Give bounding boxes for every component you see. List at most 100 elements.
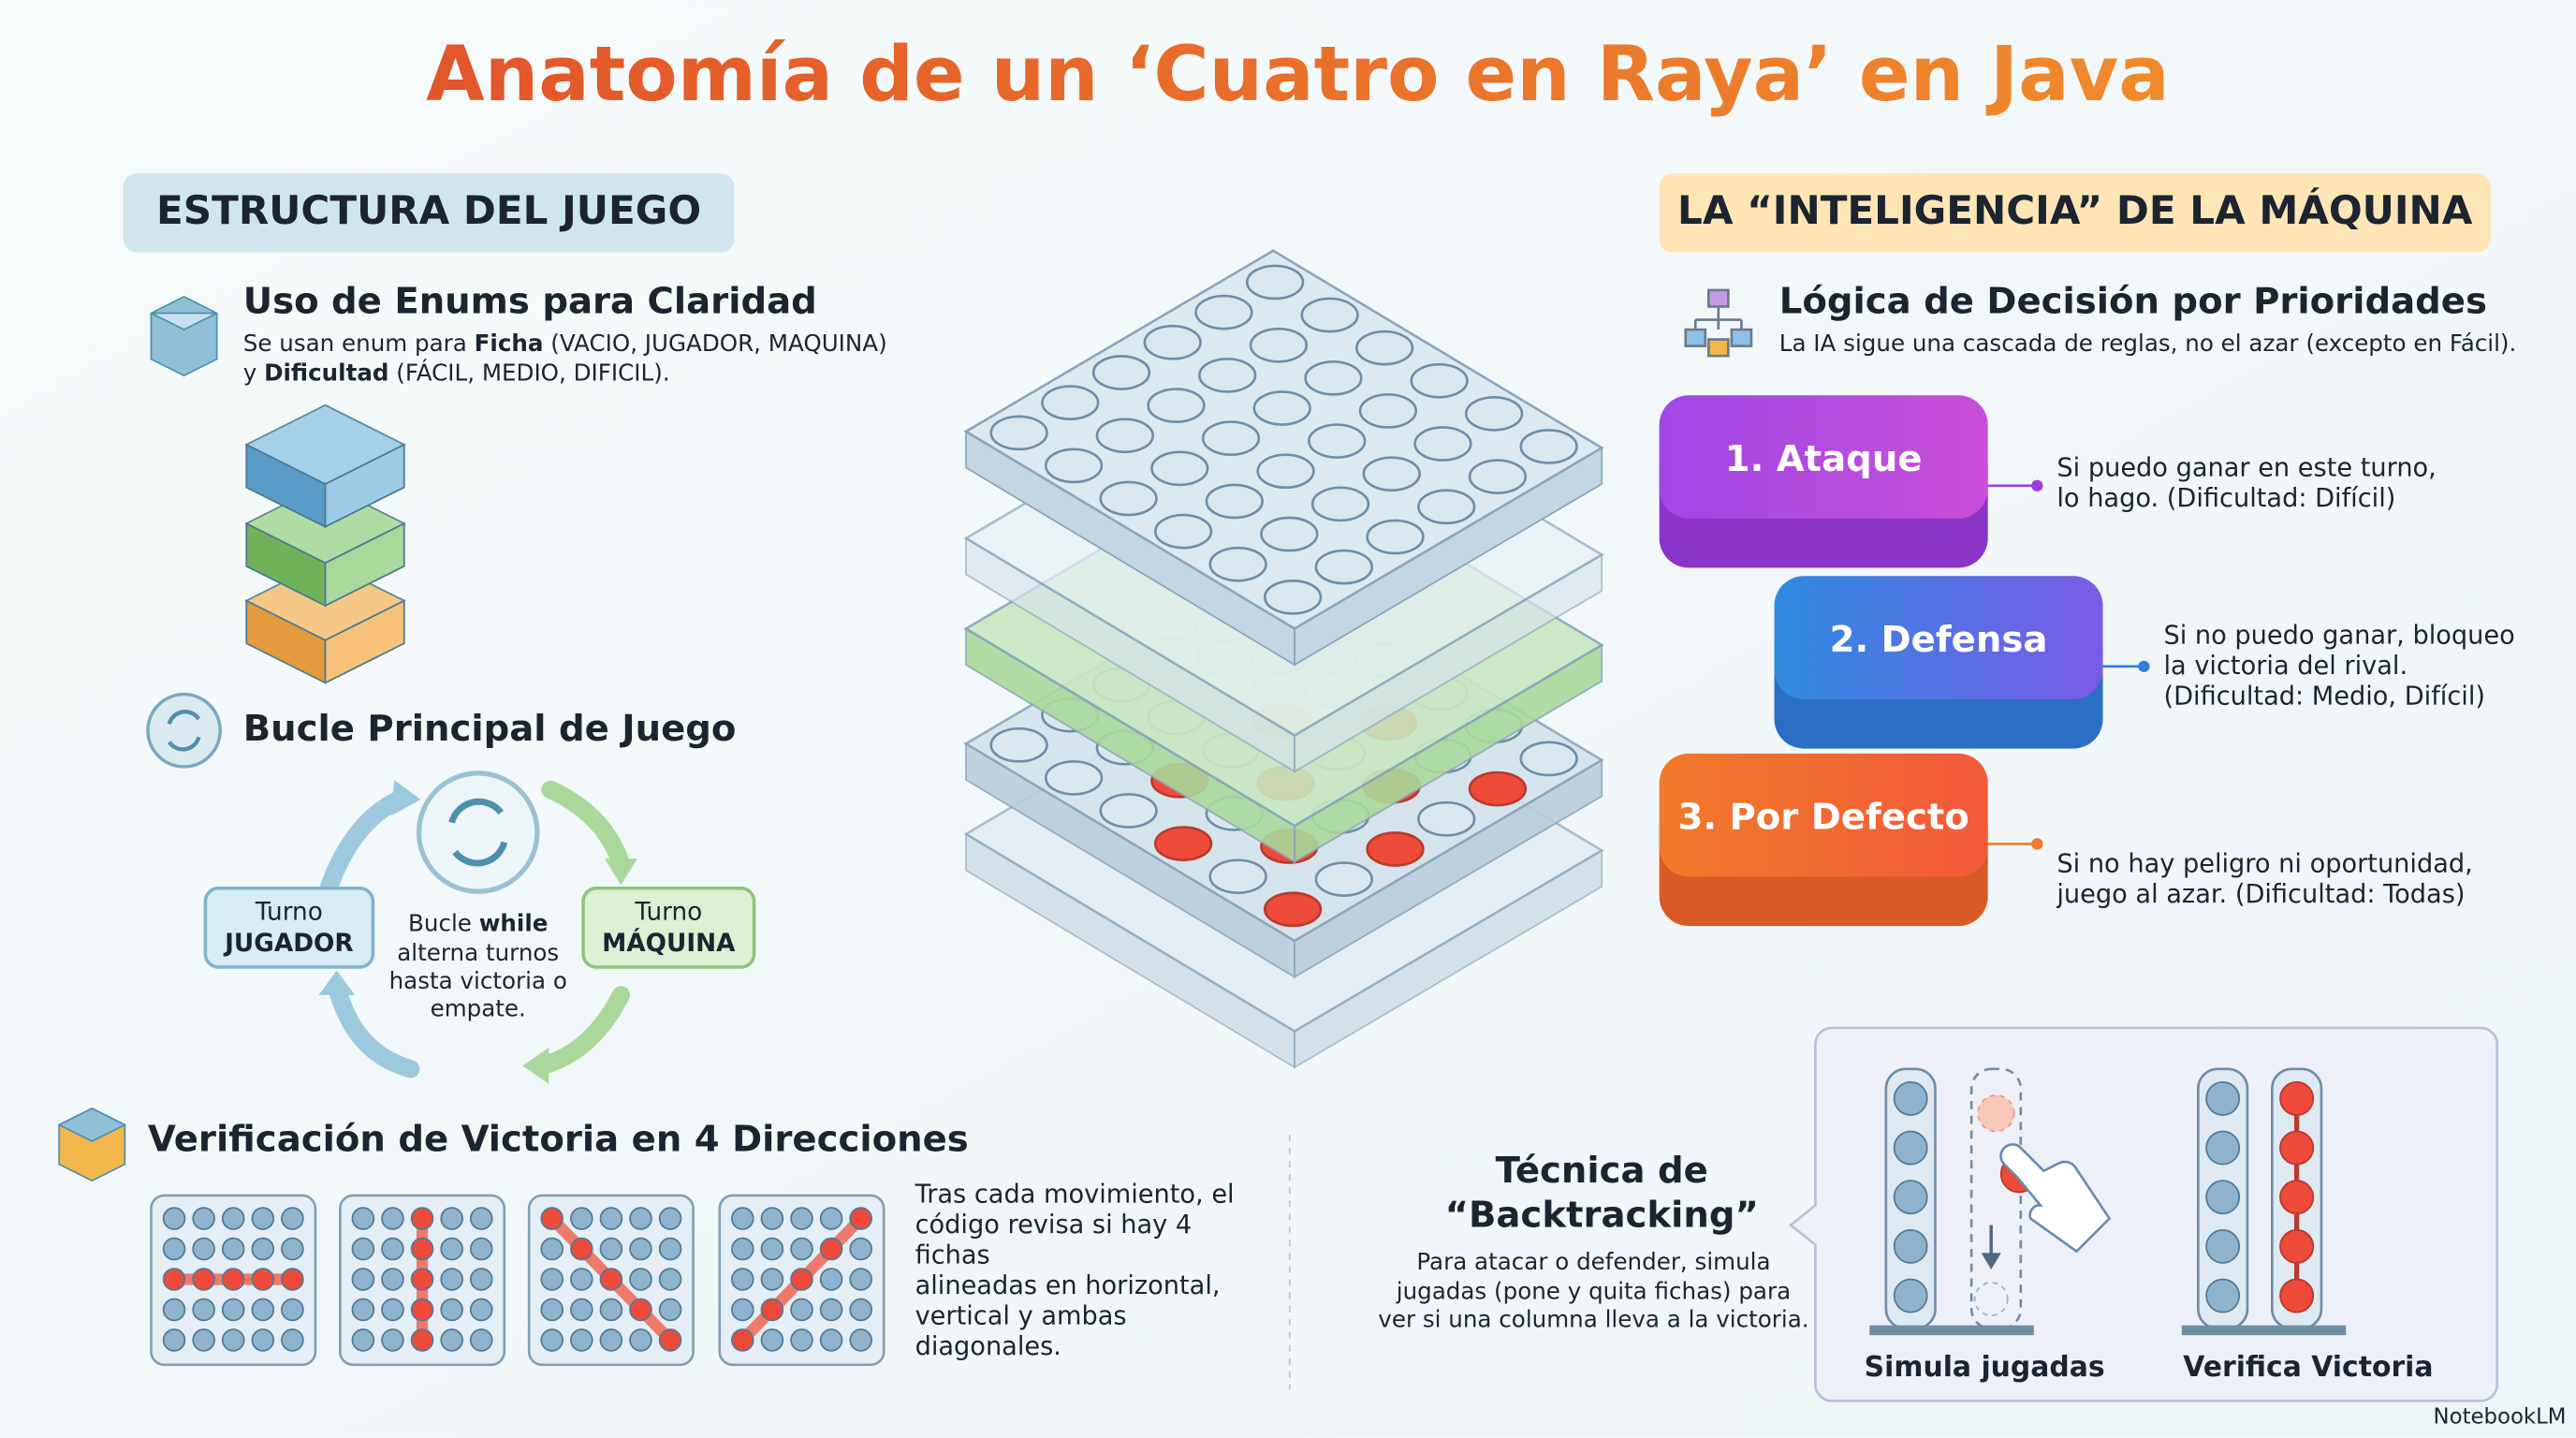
- grid-dot: [192, 1328, 215, 1352]
- grid-dot: [469, 1328, 493, 1352]
- grid-dot: [351, 1268, 375, 1291]
- description: Tras cada movimiento, el: [915, 1180, 1235, 1209]
- hole: [1205, 483, 1264, 520]
- chip: [2279, 1278, 2315, 1313]
- grid-dot: [599, 1207, 623, 1230]
- grid-dot: [162, 1207, 186, 1230]
- grid-dot: [192, 1207, 215, 1230]
- text: (VACIO, JUGADOR, MAQUINA): [543, 330, 886, 357]
- section-heading: ESTRUCTURA DEL JUEGO: [156, 187, 701, 233]
- hole: [1252, 390, 1311, 426]
- grid-dot: [731, 1328, 754, 1352]
- grid-dot: [658, 1237, 682, 1261]
- loop-center-icon: [416, 770, 540, 894]
- grid-dot: [849, 1237, 872, 1261]
- hole: [1893, 1278, 1928, 1313]
- grid-dot: [381, 1237, 404, 1261]
- hole: [1249, 327, 1309, 363]
- grid-dot: [251, 1298, 275, 1322]
- hole: [1413, 426, 1472, 462]
- grid-dot: [469, 1298, 493, 1322]
- grid-dot: [351, 1328, 375, 1352]
- grid-dot: [221, 1237, 245, 1261]
- description: y Dificultad (FÁCIL, MEDIO, DIFICIL).: [243, 359, 670, 386]
- grid-dot: [819, 1268, 843, 1291]
- chip: [1366, 831, 1425, 867]
- grid-dot: [570, 1237, 593, 1261]
- grid-dot: [570, 1298, 593, 1322]
- hole: [1256, 453, 1315, 490]
- hole: [1410, 362, 1469, 399]
- grid-dot: [790, 1268, 813, 1291]
- rule-slab: [1659, 753, 1988, 877]
- grid-dot: [819, 1328, 843, 1352]
- hole: [1519, 741, 1578, 777]
- grid-dot: [599, 1237, 623, 1261]
- grid-dot: [251, 1207, 275, 1230]
- grid-dot: [281, 1237, 304, 1261]
- rule-label: 2. Defensa: [1830, 619, 2048, 661]
- rule-description: Si no hay peligro ni oportunidad,: [2056, 850, 2472, 879]
- block-top: [244, 404, 406, 486]
- connector-dot: [2031, 479, 2043, 492]
- grid-dot: [570, 1207, 593, 1230]
- grid-dot: [469, 1207, 493, 1230]
- grid-dot: [570, 1268, 593, 1291]
- hole: [1150, 450, 1209, 487]
- hole: [1095, 418, 1154, 454]
- grid-dot: [629, 1237, 652, 1261]
- hole: [1263, 579, 1323, 615]
- grid-dot: [629, 1268, 652, 1291]
- hole: [1314, 861, 1373, 897]
- hole: [1464, 395, 1524, 432]
- grid-dot: [599, 1328, 623, 1352]
- grid-dot: [658, 1328, 682, 1352]
- grid-dot: [281, 1328, 304, 1352]
- hole: [1044, 448, 1104, 484]
- grid-dot: [540, 1298, 564, 1322]
- hole: [1308, 423, 1367, 459]
- chip: [2279, 1180, 2315, 1215]
- chip: [2279, 1228, 2315, 1264]
- grid-dot: [790, 1328, 813, 1352]
- grid-dot: [599, 1298, 623, 1322]
- hole: [1245, 264, 1305, 301]
- grid-dot: [731, 1207, 754, 1230]
- grid-dot: [281, 1207, 304, 1230]
- rule-description: (Dificultad: Medio, Difícil): [2163, 682, 2485, 712]
- grid-dot: [440, 1298, 463, 1322]
- grid-dot: [849, 1328, 872, 1352]
- grid-dot: [251, 1328, 275, 1352]
- hole: [2205, 1081, 2241, 1116]
- machine-box: [581, 887, 756, 969]
- grid-dot: [381, 1298, 404, 1322]
- grid-dot: [790, 1237, 813, 1261]
- hole: [1300, 297, 1359, 333]
- arrow-head: [1981, 1253, 2001, 1269]
- hole: [1314, 549, 1373, 585]
- section-title: Técnica de: [1496, 1150, 1708, 1192]
- grid-dot: [731, 1298, 754, 1322]
- grid-dot: [790, 1298, 813, 1322]
- grid-dot: [819, 1237, 843, 1261]
- player-box: [203, 887, 375, 969]
- chip: [1468, 770, 1528, 807]
- text: y: [243, 359, 264, 386]
- rule-slab: [1659, 395, 1988, 519]
- grid-dot: [849, 1268, 872, 1291]
- enum-blocks: [244, 404, 406, 684]
- heading-pill: [123, 173, 735, 253]
- hole: [1260, 516, 1319, 552]
- hole: [1893, 1180, 1928, 1215]
- grid-dot: [540, 1237, 564, 1261]
- loop-text: alterna turnos: [397, 939, 559, 966]
- grid-dot: [192, 1298, 215, 1322]
- grid-dot: [819, 1207, 843, 1230]
- grid-dot: [760, 1328, 784, 1352]
- caption: Verifica Victoria: [2183, 1351, 2433, 1384]
- hole: [989, 415, 1048, 451]
- text: Ficha: [475, 330, 544, 357]
- grid-dot: [281, 1298, 304, 1322]
